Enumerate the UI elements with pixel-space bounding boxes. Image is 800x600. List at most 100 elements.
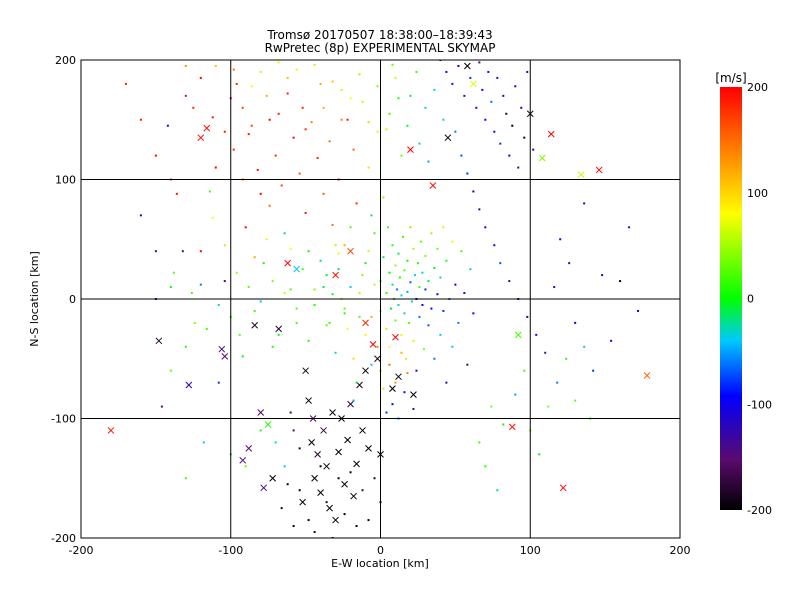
- cross-marker: [429, 182, 437, 189]
- dot-marker: [313, 63, 316, 66]
- dot-marker: [358, 292, 361, 295]
- dot-marker: [352, 399, 355, 402]
- dot-marker: [505, 112, 508, 115]
- dot-marker: [349, 97, 352, 100]
- dot-marker: [400, 333, 403, 336]
- dot-marker: [139, 118, 142, 121]
- dot-marker: [484, 118, 487, 121]
- dot-marker: [469, 268, 472, 271]
- dot-marker: [274, 441, 277, 444]
- cross-marker: [341, 480, 348, 488]
- dot-marker: [445, 70, 448, 73]
- dot-marker: [172, 271, 175, 274]
- dot-marker: [361, 100, 364, 103]
- dot-marker: [337, 252, 340, 255]
- colorbar-tick-labels: -200 -100 0 100 200: [747, 81, 772, 517]
- dot-marker: [395, 288, 398, 291]
- dot-marker: [304, 128, 307, 131]
- dot-marker: [343, 513, 346, 516]
- cross-marker: [514, 331, 522, 339]
- dot-marker: [406, 259, 409, 262]
- dot-marker: [418, 286, 421, 289]
- dot-marker: [280, 507, 283, 510]
- y-tick-label: -100: [51, 413, 76, 426]
- x-axis-label: E-W location [km]: [331, 557, 429, 570]
- dot-marker: [322, 106, 325, 109]
- dot-marker: [517, 166, 520, 169]
- dot-marker: [292, 429, 295, 432]
- dot-marker: [349, 471, 352, 474]
- cross-marker: [251, 321, 259, 329]
- dot-marker: [139, 214, 142, 217]
- dot-marker: [389, 307, 392, 310]
- dot-marker: [436, 293, 439, 296]
- x-tick-labels: -200 -100 0 100 200: [69, 544, 691, 557]
- dot-marker: [184, 477, 187, 480]
- dot-marker: [259, 70, 262, 73]
- dot-marker: [523, 369, 526, 372]
- dot-marker: [424, 288, 427, 291]
- cross-marker: [323, 462, 330, 470]
- y-tick-label: -200: [51, 532, 76, 545]
- cross-marker: [257, 409, 265, 416]
- y-tick-label: 100: [55, 174, 76, 187]
- dot-marker: [394, 319, 397, 322]
- dot-marker: [192, 106, 195, 109]
- dot-marker: [346, 118, 349, 121]
- x-tick-label: 100: [520, 544, 541, 557]
- dot-marker: [277, 333, 280, 336]
- cross-marker: [308, 439, 315, 446]
- dot-marker: [367, 121, 370, 124]
- dot-marker: [358, 73, 361, 76]
- dot-marker: [328, 321, 331, 324]
- colorbar-tick-label: -200: [747, 504, 772, 517]
- dot-marker: [298, 172, 301, 175]
- dot-marker: [355, 525, 358, 528]
- y-tick-labels: -200 -100 0 100 200: [51, 54, 76, 545]
- cross-marker: [326, 504, 333, 512]
- dot-marker: [169, 369, 172, 372]
- dot-marker: [475, 106, 478, 109]
- data-points: [107, 60, 651, 538]
- x-tick-label: -200: [69, 544, 94, 557]
- dot-marker: [583, 202, 586, 205]
- dot-marker: [409, 94, 412, 97]
- dot-marker: [463, 292, 466, 295]
- cross-marker: [389, 385, 396, 392]
- dot-marker: [214, 166, 217, 169]
- colorbar-label: [m/s]: [715, 71, 746, 85]
- cross-marker: [444, 134, 452, 142]
- dot-marker: [526, 315, 529, 318]
- dot-marker: [385, 292, 388, 295]
- cross-marker: [203, 124, 211, 132]
- dot-marker: [401, 235, 404, 238]
- dot-marker: [484, 465, 487, 468]
- dot-marker: [410, 300, 413, 303]
- dot-marker: [244, 465, 247, 468]
- dot-marker: [391, 244, 394, 247]
- cross-marker: [332, 271, 339, 279]
- chart-title: Tromsø 20170507 18:38:00–18:39:43: [266, 28, 492, 42]
- dot-marker: [289, 247, 292, 250]
- dot-marker: [208, 190, 211, 193]
- colorbar-tick-label: 0: [747, 293, 754, 306]
- dot-marker: [232, 148, 235, 151]
- x-tick-label: 0: [377, 544, 384, 557]
- dot-marker: [490, 100, 493, 103]
- dot-marker: [271, 280, 274, 283]
- dot-marker: [388, 345, 391, 348]
- dot-marker: [502, 94, 505, 97]
- dot-marker: [484, 226, 487, 229]
- cross-marker: [305, 397, 312, 404]
- dot-marker: [457, 321, 460, 324]
- dot-marker: [337, 477, 340, 480]
- dot-marker: [328, 140, 331, 143]
- dot-marker: [253, 309, 256, 312]
- dot-marker: [292, 525, 295, 528]
- dot-marker: [493, 244, 496, 247]
- dot-marker: [502, 423, 505, 426]
- cross-marker: [284, 259, 292, 267]
- dot-marker: [416, 262, 419, 265]
- dot-marker: [451, 240, 454, 243]
